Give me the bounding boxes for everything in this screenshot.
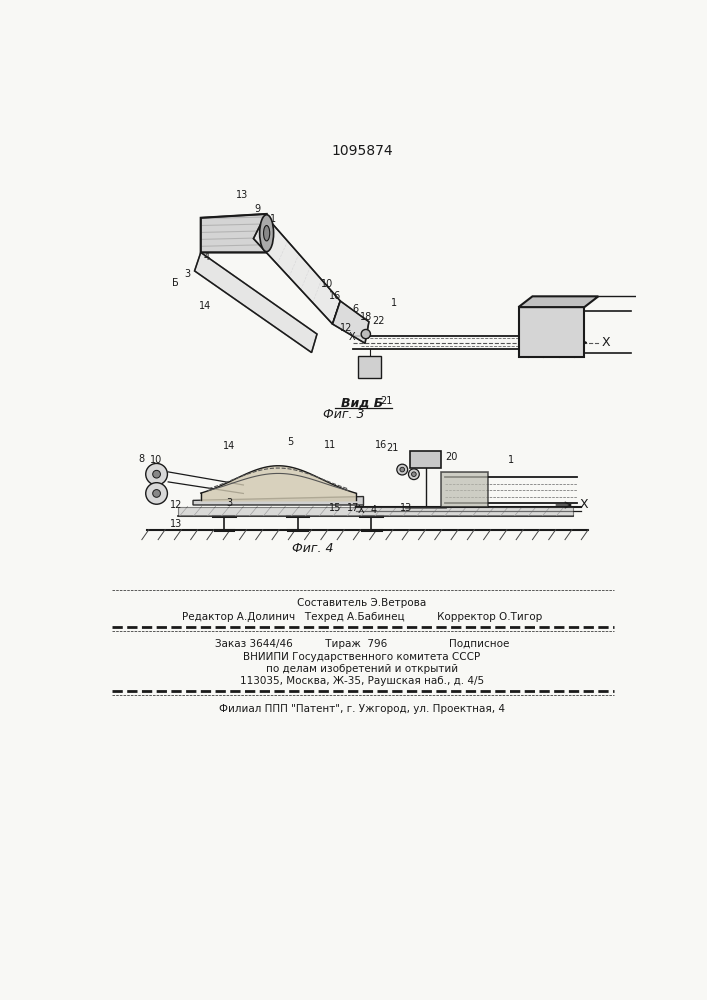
Text: 4: 4 (370, 505, 377, 515)
Text: 10: 10 (321, 279, 333, 289)
Text: 18: 18 (360, 312, 372, 322)
Text: 21: 21 (386, 443, 398, 453)
Polygon shape (253, 215, 340, 324)
Text: Филиал ППП "Патент", г. Ужгород, ул. Проектная, 4: Филиал ППП "Патент", г. Ужгород, ул. Про… (219, 704, 505, 714)
Text: 4: 4 (203, 252, 209, 262)
Text: 1: 1 (508, 455, 514, 465)
Polygon shape (332, 301, 369, 343)
Circle shape (153, 470, 160, 478)
Text: ВНИИПИ Государственного комитета СССР: ВНИИПИ Государственного комитета СССР (243, 652, 481, 662)
Text: 10: 10 (151, 455, 163, 465)
Polygon shape (358, 356, 381, 378)
Text: Б: Б (172, 278, 179, 288)
Text: по делам изобретений и открытий: по делам изобретений и открытий (266, 664, 458, 674)
Polygon shape (518, 307, 585, 357)
Circle shape (146, 463, 168, 485)
Polygon shape (441, 472, 488, 507)
Text: 12: 12 (339, 323, 352, 333)
Text: 3: 3 (185, 269, 191, 279)
Circle shape (153, 490, 160, 497)
Text: 17: 17 (347, 503, 360, 513)
Polygon shape (201, 214, 267, 252)
Polygon shape (177, 507, 573, 516)
Polygon shape (410, 451, 441, 468)
Text: 16: 16 (375, 440, 387, 450)
Text: 16: 16 (329, 291, 341, 301)
Text: 12: 12 (170, 500, 182, 510)
Text: 14: 14 (199, 301, 211, 311)
Text: 9: 9 (255, 204, 260, 214)
Text: 13: 13 (170, 519, 182, 529)
Text: Редактор А.Долинич   Техред А.Бабинец          Корректор О.Тигор: Редактор А.Долинич Техред А.Бабинец Корр… (182, 612, 542, 622)
Text: 9: 9 (153, 482, 160, 492)
Ellipse shape (264, 225, 270, 241)
Text: X: X (358, 505, 365, 515)
Circle shape (400, 467, 404, 472)
Text: X: X (602, 336, 610, 349)
Text: Фиг. 3: Фиг. 3 (323, 408, 365, 421)
Polygon shape (193, 497, 363, 505)
Text: 11: 11 (324, 440, 337, 450)
Text: 113035, Москва, Ж-35, Раушская наб., д. 4/5: 113035, Москва, Ж-35, Раушская наб., д. … (240, 676, 484, 686)
Text: Составитель Э.Ветрова: Составитель Э.Ветрова (298, 598, 426, 608)
Text: 3: 3 (226, 498, 233, 508)
Circle shape (411, 472, 416, 477)
Text: 2: 2 (153, 468, 160, 478)
Text: 1: 1 (270, 214, 276, 224)
Text: 21: 21 (380, 396, 393, 406)
Text: 1095874: 1095874 (331, 144, 393, 158)
Ellipse shape (259, 215, 274, 252)
Text: 22: 22 (372, 316, 385, 326)
Circle shape (397, 464, 408, 475)
Text: 13: 13 (400, 503, 412, 513)
Polygon shape (194, 252, 317, 353)
Text: X: X (349, 332, 355, 342)
Text: X: X (580, 498, 589, 512)
Text: 20: 20 (445, 452, 457, 462)
Polygon shape (518, 296, 598, 307)
Text: 1: 1 (392, 298, 397, 308)
Text: Заказ 3644/46          Тираж  796                   Подписное: Заказ 3644/46 Тираж 796 Подписное (215, 639, 509, 649)
Text: 5: 5 (287, 437, 293, 447)
Text: Фиг. 4: Фиг. 4 (293, 542, 334, 555)
Text: 8: 8 (138, 454, 144, 464)
Circle shape (146, 483, 168, 504)
Circle shape (409, 469, 419, 480)
Text: 15: 15 (329, 503, 341, 513)
Text: 13: 13 (235, 190, 248, 200)
Circle shape (361, 329, 370, 339)
Text: Вид Б: Вид Б (341, 397, 383, 410)
Text: 14: 14 (223, 441, 235, 451)
Text: 6: 6 (353, 304, 359, 314)
